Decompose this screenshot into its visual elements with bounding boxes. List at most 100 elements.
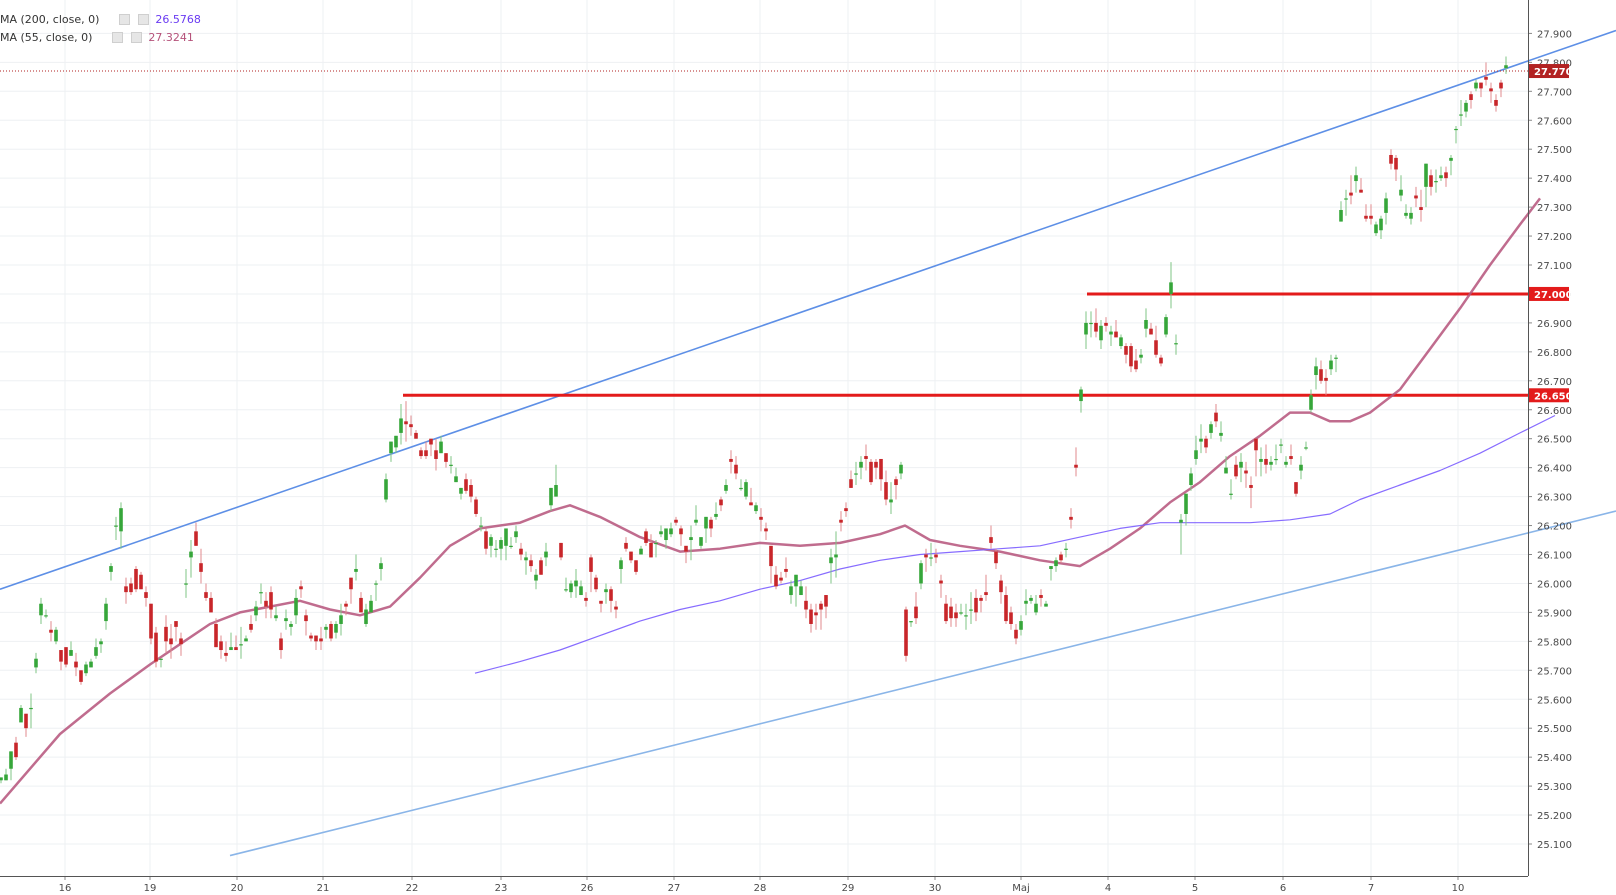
candle xyxy=(1489,82,1493,103)
candle xyxy=(1449,154,1453,176)
candle xyxy=(0,777,3,784)
candle xyxy=(739,479,743,491)
candle xyxy=(1144,308,1148,338)
x-axis[interactable]: 16 19 20 21 22 23 26 27 28 29 30 Maj 4 5 6 7 10 xyxy=(0,876,1528,894)
legend-ma200[interactable]: MA (200, close, 0) 26.5768 xyxy=(0,11,201,27)
candle-body xyxy=(69,650,73,656)
candle-body xyxy=(909,621,913,623)
candle xyxy=(1149,322,1153,335)
candle-body xyxy=(124,586,128,593)
candle-body xyxy=(369,600,373,613)
candle xyxy=(1174,334,1178,355)
candle-body xyxy=(1499,82,1503,89)
candle xyxy=(459,487,463,500)
y-tick-label: 26.500 xyxy=(1537,435,1572,446)
candle xyxy=(239,626,243,659)
candle xyxy=(1319,360,1323,384)
candle-body xyxy=(399,418,403,433)
candle-body xyxy=(1494,99,1498,106)
candle xyxy=(79,670,83,685)
settings-icon[interactable] xyxy=(112,31,124,43)
candle-body xyxy=(999,580,1003,593)
candle xyxy=(884,470,888,506)
candle-body xyxy=(429,438,433,445)
candle-body xyxy=(1029,597,1033,601)
candle-body xyxy=(44,615,48,617)
settings-icon[interactable] xyxy=(119,13,131,25)
candle xyxy=(1459,99,1463,127)
candle-body xyxy=(1294,482,1298,494)
candle-body xyxy=(1179,519,1183,523)
candle xyxy=(1134,348,1138,373)
candle xyxy=(954,603,958,627)
candle-body xyxy=(624,542,628,549)
candle xyxy=(1129,343,1133,373)
candle-body xyxy=(1234,464,1238,477)
candle-body xyxy=(744,482,748,497)
candle-body xyxy=(1189,473,1193,486)
close-icon[interactable] xyxy=(138,13,150,25)
candle-body xyxy=(739,487,743,490)
x-tick-label: Maj xyxy=(1012,883,1030,894)
candle xyxy=(994,548,998,569)
trendline xyxy=(229,510,1616,857)
legend-ma55[interactable]: MA (55, close, 0) 27.3241 xyxy=(0,29,194,45)
candle xyxy=(914,592,918,624)
candle-body xyxy=(629,551,633,561)
candle xyxy=(664,528,668,549)
y-tick-label: 25.400 xyxy=(1537,753,1572,764)
x-tick-label: 29 xyxy=(842,883,855,894)
candle-body xyxy=(1454,128,1458,131)
candle-body xyxy=(844,508,848,512)
candle xyxy=(1264,444,1268,474)
candle-body xyxy=(174,621,178,627)
y-tick-label: 27.200 xyxy=(1537,232,1572,243)
candle-body xyxy=(1394,157,1398,170)
candle-body xyxy=(689,537,693,541)
candle xyxy=(189,540,193,578)
candle-body xyxy=(424,450,428,457)
candle xyxy=(669,522,673,538)
candle xyxy=(139,571,143,590)
candle-body xyxy=(359,597,363,613)
x-tick-label: 7 xyxy=(1368,883,1374,894)
y-tick-label: 26.300 xyxy=(1537,493,1572,504)
candle xyxy=(489,534,493,558)
candle xyxy=(174,621,178,642)
candle-body xyxy=(939,580,943,584)
candle-body xyxy=(514,531,518,538)
candle-body xyxy=(1484,76,1488,80)
candle-body xyxy=(179,638,183,645)
candle-body xyxy=(1149,328,1153,335)
candle-body xyxy=(784,568,788,572)
candle-body xyxy=(914,606,918,619)
y-tick-label: 25.300 xyxy=(1537,782,1572,793)
candle-body xyxy=(564,589,568,591)
candle-body xyxy=(544,551,548,558)
candle-body xyxy=(14,742,18,758)
candle xyxy=(1164,314,1168,338)
candle xyxy=(599,600,603,613)
candle-body xyxy=(694,519,698,523)
candle-body xyxy=(804,600,808,610)
y-tick-label: 25.100 xyxy=(1537,840,1572,851)
candle-body xyxy=(0,777,3,781)
candle-body xyxy=(1374,224,1378,234)
candle xyxy=(1204,435,1208,454)
candle xyxy=(1294,482,1298,497)
candle-body xyxy=(1204,438,1208,448)
candle-body xyxy=(1249,485,1253,488)
candle xyxy=(149,603,153,645)
candle-body xyxy=(1119,337,1123,347)
close-icon[interactable] xyxy=(131,31,143,43)
candle xyxy=(259,583,263,604)
candle xyxy=(659,525,663,538)
candle xyxy=(329,621,333,642)
candle-body xyxy=(224,652,228,656)
price-tags: 27.770 27.000 26.650 xyxy=(1529,64,1573,403)
candle xyxy=(874,458,878,480)
y-axis[interactable]: 25.100 25.200 25.300 25.400 25.500 25.600 25.7… xyxy=(1528,0,1572,876)
candle-body xyxy=(864,456,868,459)
